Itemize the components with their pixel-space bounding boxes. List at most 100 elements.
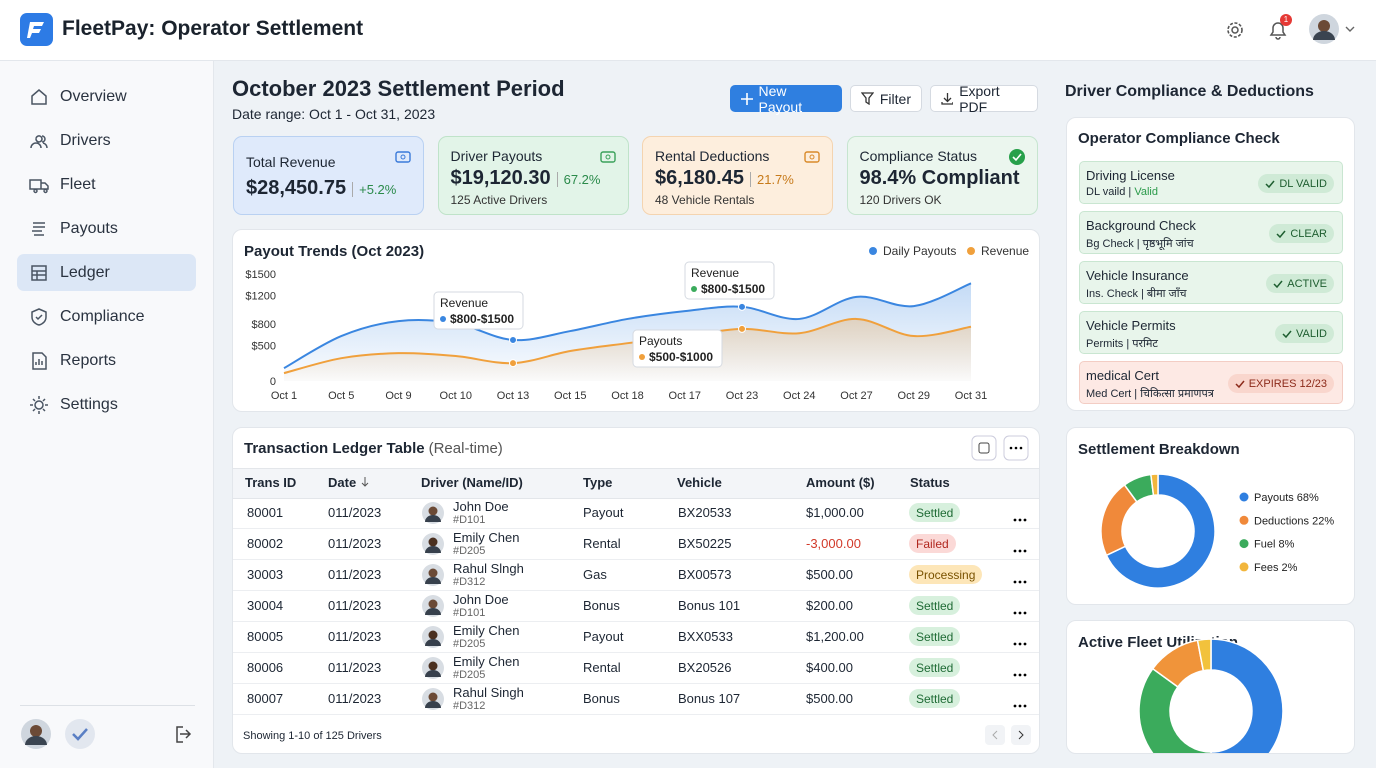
row-menu[interactable] [1012, 541, 1028, 559]
driver-id: #D101 [453, 514, 486, 526]
new-payout-button[interactable]: New Payout [730, 83, 842, 115]
app-title: FleetPay: Operator Settlement [62, 17, 364, 40]
row-menu[interactable] [1012, 572, 1028, 590]
compliance-item: Driving License DL vaild | Valid DL VALID [1079, 161, 1343, 204]
legend-label: Deductions 22% [1254, 515, 1334, 527]
donut-slice [1105, 473, 1216, 589]
legend-dot [1239, 492, 1249, 502]
cell: 80002 [247, 536, 284, 551]
compliance-item: medical Cert Med Cert | चिकित्सा प्रमाणपत… [1079, 361, 1343, 404]
nav-icon [29, 178, 49, 193]
x-tick-label: Oct 1 [271, 390, 297, 402]
settings-icon[interactable] [1224, 19, 1246, 41]
user-menu[interactable] [1308, 13, 1360, 45]
status-pill: Settled [909, 596, 961, 615]
badge-text: EXPIRES 12/23 [1248, 377, 1327, 390]
kpi-change: 21.7% [749, 172, 794, 187]
item-title: medical Cert [1086, 368, 1159, 383]
kpi-value-text: $28,450.75 [246, 177, 347, 199]
nav-item[interactable]: Payouts [17, 210, 196, 247]
point [738, 302, 746, 311]
kpi-value: $28,450.75 +5.2% [246, 177, 397, 200]
donut-slice [1150, 473, 1159, 497]
amount: -3,000.00 [806, 536, 861, 551]
row-menu[interactable] [1012, 665, 1028, 683]
tooltip-title: Payouts [639, 334, 682, 348]
kpi-label: Rental Deductions [655, 148, 770, 164]
card-title: Operator Compliance Check [1078, 130, 1280, 147]
cell: BX20526 [678, 660, 732, 675]
nav-item[interactable]: Reports [17, 342, 196, 379]
cell: Payout [583, 629, 624, 644]
cell: 011/2023 [328, 629, 382, 644]
kpi-label: Driver Payouts [450, 148, 543, 164]
legend-label: Daily Payouts [883, 244, 956, 258]
nav-item[interactable]: Settings [17, 386, 196, 423]
nav-label: Ledger [60, 263, 110, 281]
kpi-value-text: 98.4% Compliant [859, 167, 1020, 189]
row-divider [233, 590, 1039, 591]
x-tick-label: Oct 9 [385, 390, 411, 402]
export-button[interactable]: Export PDF [930, 83, 1038, 115]
tooltip-title: Revenue [440, 296, 488, 310]
tooltip-text: $500-$1000 [649, 350, 713, 364]
nav-item[interactable]: Ledger [17, 254, 196, 291]
toolbar [971, 435, 1031, 466]
ledger-card: Transaction Ledger Table (Real-time) Trans… [232, 427, 1040, 754]
column-header: Status [910, 475, 950, 490]
x-tick-label: Oct 15 [554, 390, 586, 402]
fleet-card: Active Fleet Utilization [1066, 620, 1355, 754]
y-tick-label: $1500 [245, 269, 276, 281]
pager [985, 725, 1031, 750]
donut-slice [1210, 638, 1284, 753]
tooltip [684, 261, 775, 300]
driver-id: #D205 [453, 545, 486, 557]
kpi-change: +5.2% [352, 182, 397, 197]
sort-icon [360, 475, 370, 492]
driver-name: John Doe [453, 499, 509, 514]
nav-item[interactable]: Fleet [17, 166, 196, 203]
kpi-value-text: $19,120.30 [450, 167, 551, 189]
kpi-change: 67.2% [556, 172, 601, 187]
cell: Bonus 107 [678, 691, 741, 706]
toolbar-icons[interactable] [971, 435, 1031, 461]
nav-icon [30, 134, 48, 148]
status-badge: EXPIRES 12/23 [1227, 374, 1334, 393]
ledger-title: Transaction Ledger Table [244, 440, 425, 457]
status-pill: Processing [909, 565, 983, 584]
cell: 011/2023 [328, 567, 382, 582]
tooltip [433, 291, 524, 330]
cell: 30003 [247, 567, 284, 582]
kpi-note: 125 Active Drivers [450, 193, 548, 207]
cell: BXX0533 [678, 629, 733, 644]
point [738, 324, 746, 333]
nav-label: Fleet [60, 175, 96, 193]
cell: 011/2023 [328, 598, 382, 613]
bell-icon[interactable] [1267, 18, 1289, 42]
row-menu[interactable] [1012, 510, 1028, 528]
logo [20, 13, 53, 46]
row-menu[interactable] [1012, 634, 1028, 652]
legend-dot [1239, 562, 1249, 572]
legend-dot [1239, 539, 1249, 549]
nav-item[interactable]: Overview [17, 78, 196, 115]
kpi-card: Compliance Status 98.4% Compliant 120 Driv… [846, 136, 1038, 215]
chart-title: Payout Trends (Oct 2023) [244, 243, 424, 260]
filter-button[interactable]: Filter [850, 85, 922, 112]
nav-item[interactable]: Drivers [17, 122, 196, 159]
nav-icon [31, 307, 47, 326]
avatar [422, 626, 444, 653]
detail-text: Permits | परमिट [1086, 338, 1158, 350]
line [283, 317, 972, 375]
cell: 80005 [247, 629, 284, 644]
pager-buttons[interactable] [985, 725, 1031, 745]
divider [20, 705, 195, 706]
row-divider [233, 714, 1039, 715]
status-badge: DL VALID [1258, 174, 1334, 193]
nav-item[interactable]: Compliance [17, 298, 196, 335]
row-menu[interactable] [1012, 696, 1028, 714]
row-menu[interactable] [1012, 603, 1028, 621]
column-header: Vehicle [677, 475, 722, 490]
kpi-value: $19,120.30 67.2% [451, 167, 601, 190]
item-detail: Permits | परमिट [1086, 336, 1158, 351]
